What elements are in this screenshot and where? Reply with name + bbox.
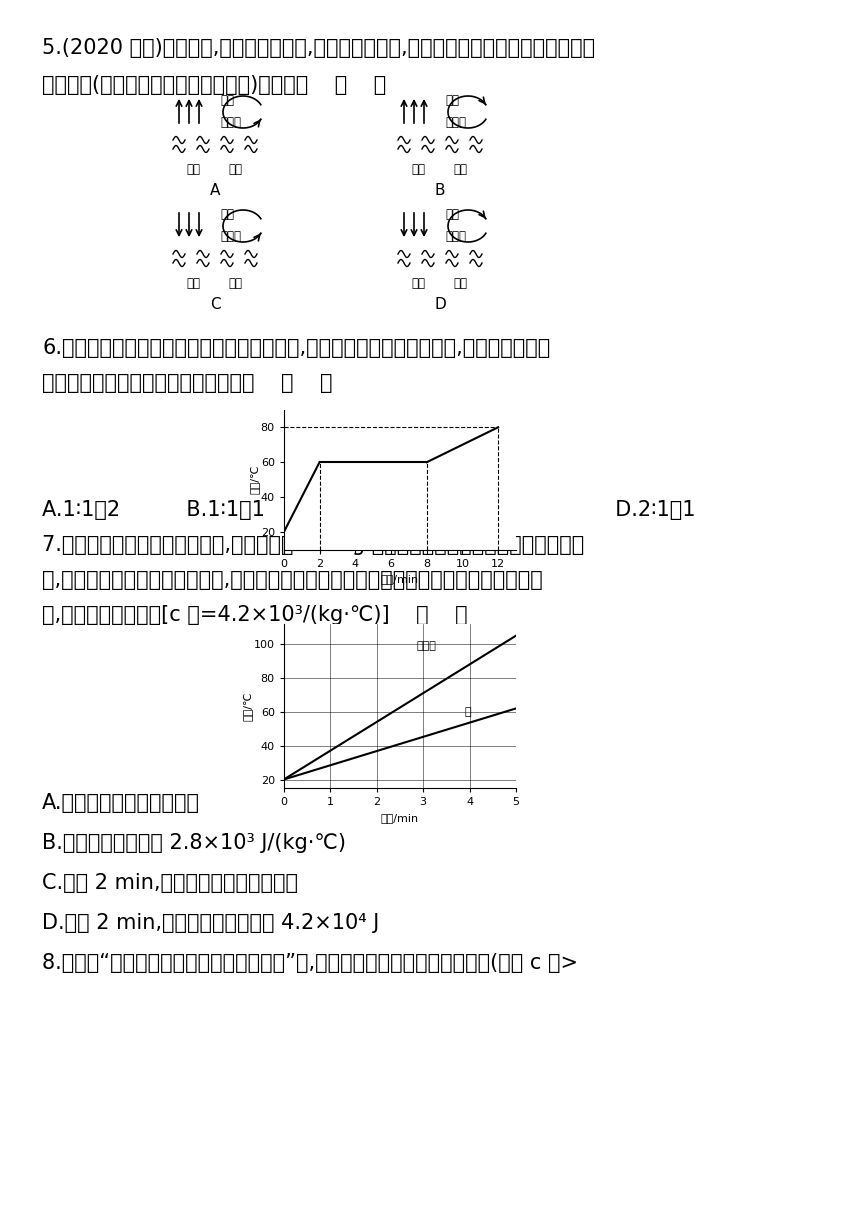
- Text: A.食用油的吸热能力比水强: A.食用油的吸热能力比水强: [42, 793, 200, 814]
- Text: 8.在探究“物质的放热能力与哪些因素有关”时,分别用质量相等的水和某种液体(已知 c 水>: 8.在探究“物质的放热能力与哪些因素有关”时,分别用质量相等的水和某种液体(已知…: [42, 953, 578, 973]
- Text: 近海面: 近海面: [445, 116, 466, 129]
- Text: 近海面: 近海面: [445, 230, 466, 242]
- Y-axis label: 温度/℃: 温度/℃: [249, 465, 259, 495]
- Text: 5.(2020 杭州)如图所示,夏日晴朗的白天,在太阳光照射下,某海边城市陆地与海水之间空气流: 5.(2020 杭州)如图所示,夏日晴朗的白天,在太阳光照射下,某海边城市陆地与…: [42, 38, 595, 58]
- Text: 海水: 海水: [228, 163, 242, 176]
- Text: B: B: [435, 182, 445, 198]
- Text: D: D: [434, 297, 445, 313]
- Text: B.食用油的比热容是 2.8×10³ J/(kg·℃): B.食用油的比热容是 2.8×10³ J/(kg·℃): [42, 833, 346, 852]
- Text: 6.用一个放热稳定的热源给一个物体均匀加热,得到它的燕化图像如图所示,那么该物体在固: 6.用一个放热稳定的热源给一个物体均匀加热,得到它的燕化图像如图所示,那么该物体…: [42, 338, 550, 358]
- Text: 水: 水: [465, 708, 471, 717]
- Text: A: A: [210, 182, 220, 198]
- Text: 海水: 海水: [453, 277, 467, 289]
- Text: D.加热 2 min,食用油吸收的热量是 4.2×10⁴ J: D.加热 2 min,食用油吸收的热量是 4.2×10⁴ J: [42, 913, 379, 933]
- Text: 动示意图(图中箭头表示空气流动方向)合理的是    （    ）: 动示意图(图中箭头表示空气流动方向)合理的是 （ ）: [42, 75, 386, 95]
- Text: 高空: 高空: [445, 94, 459, 107]
- X-axis label: 时间/min: 时间/min: [381, 812, 419, 822]
- Text: 失,下列分析正确的是[c 水=4.2×10³/(kg·℃)]    （    ）: 失,下列分析正确的是[c 水=4.2×10³/(kg·℃)] （ ）: [42, 606, 468, 625]
- Text: C.加热 2 min,食用油比水吸收的热量多: C.加热 2 min,食用油比水吸收的热量多: [42, 873, 298, 893]
- Text: 海水: 海水: [228, 277, 242, 289]
- Text: 高空: 高空: [445, 208, 459, 220]
- Text: 态时的比热容与液态时的比热容之比是    （    ）: 态时的比热容与液态时的比热容之比是 （ ）: [42, 373, 333, 393]
- Text: 食用油: 食用油: [416, 641, 436, 652]
- Text: 近海面: 近海面: [220, 230, 241, 242]
- Text: 陆地: 陆地: [411, 277, 425, 289]
- Text: 海水: 海水: [453, 163, 467, 176]
- Text: 近海面: 近海面: [220, 116, 241, 129]
- Text: 高空: 高空: [220, 208, 234, 220]
- Text: 内,用相同的电加热器给它们加热,其温度随时间变化的图像如图所示。不考虑实验中的热损: 内,用相同的电加热器给它们加热,其温度随时间变化的图像如图所示。不考虑实验中的热…: [42, 570, 543, 590]
- Text: 高空: 高空: [220, 94, 234, 107]
- Text: 7.在探究物质的吸热能力实验中,把质量均为 0.5 kg 的水和食用油分别装入两个相同的容器: 7.在探究物质的吸热能力实验中,把质量均为 0.5 kg 的水和食用油分别装入两…: [42, 535, 584, 554]
- Text: 陆地: 陆地: [411, 163, 425, 176]
- Y-axis label: 温度/℃: 温度/℃: [243, 691, 252, 721]
- Text: A.1∶1：2          B.1∶1：1                  C.1∶1：4                       D.2∶1：1: A.1∶1：2 B.1∶1：1 C.1∶1：4 D.2∶1：1: [42, 500, 696, 520]
- X-axis label: 时间/min: 时间/min: [381, 574, 419, 584]
- Text: C: C: [210, 297, 220, 313]
- Text: 陆地: 陆地: [186, 277, 200, 289]
- Text: 陆地: 陆地: [186, 163, 200, 176]
